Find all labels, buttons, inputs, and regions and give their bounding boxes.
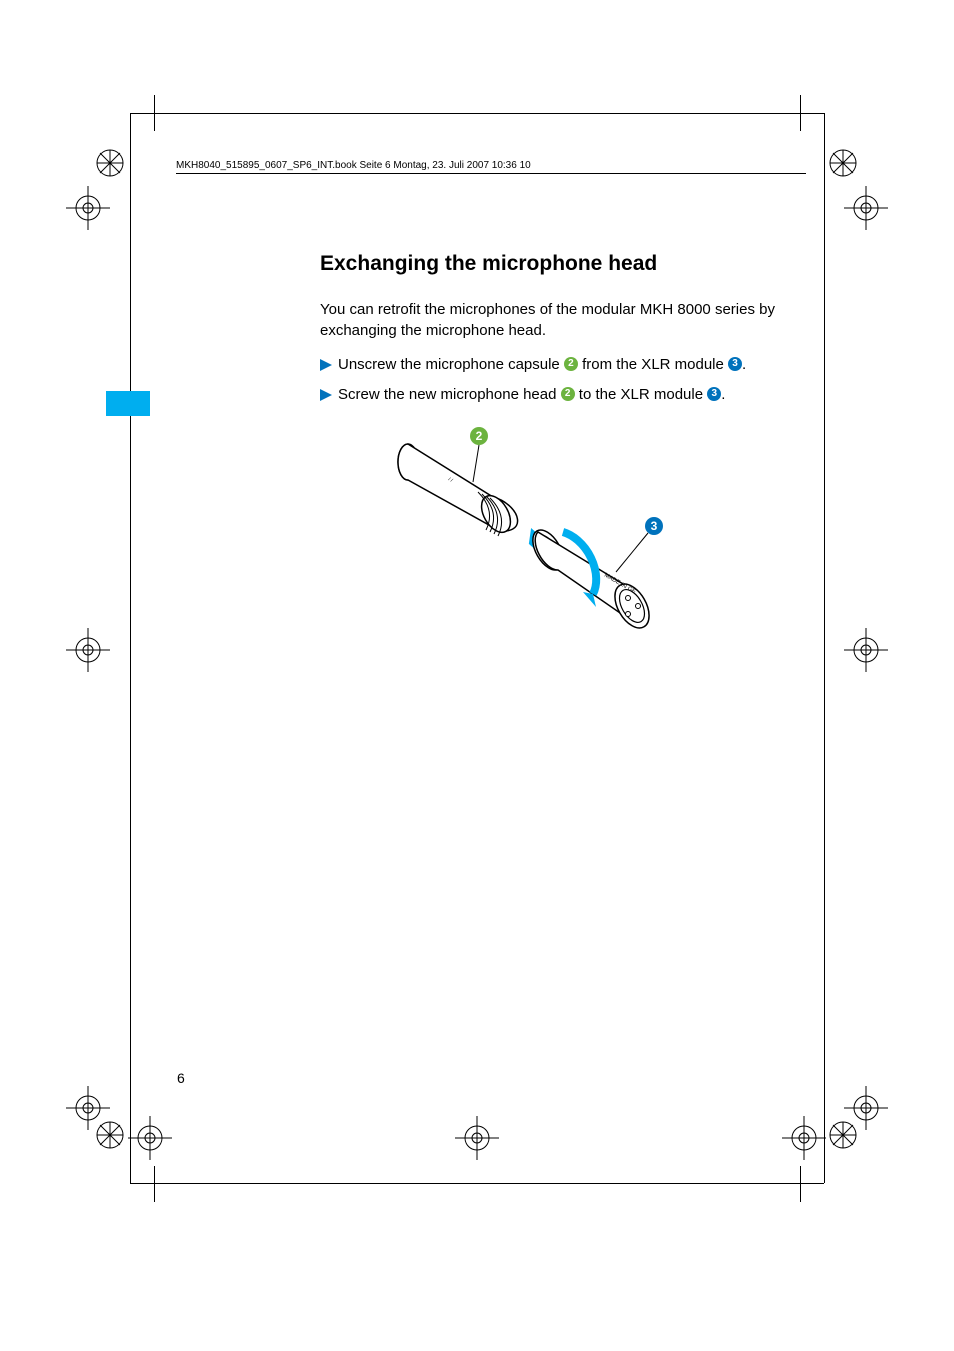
callout-badge: 3	[728, 357, 742, 371]
registration-mark-icon	[836, 178, 896, 238]
svg-text:2: 2	[476, 429, 483, 443]
registration-mark-icon	[836, 1078, 896, 1138]
xlr-module-illustration: MADE IN GE	[527, 525, 657, 634]
star-mark-icon	[828, 148, 858, 178]
arrow-bullet-icon	[320, 389, 332, 401]
instruction-step: Unscrew the microphone capsule 2 from th…	[320, 355, 775, 375]
callout-badge: 2	[561, 387, 575, 401]
content-column: Exchanging the microphone head You can r…	[320, 250, 775, 415]
callout-badge: 2	[564, 357, 578, 371]
header-rule	[176, 173, 806, 174]
crop-tick	[154, 95, 155, 131]
section-heading: Exchanging the microphone head	[320, 250, 775, 278]
registration-mark-icon	[447, 1108, 507, 1168]
page-header: MKH8040_515895_0607_SP6_INT.book Seite 6…	[176, 160, 806, 174]
page-number: 6	[177, 1070, 185, 1086]
trim-line	[130, 113, 824, 114]
registration-mark-icon	[120, 1108, 180, 1168]
crop-tick	[154, 1166, 155, 1202]
registration-mark-icon	[58, 620, 118, 680]
trim-line	[130, 113, 131, 1183]
step-text: Unscrew the microphone capsule 2 from th…	[338, 355, 775, 375]
step-text: Screw the new microphone head 2 to the X…	[338, 385, 775, 405]
svg-text:3: 3	[651, 519, 658, 533]
trim-line	[130, 1183, 824, 1184]
section-tab	[106, 391, 150, 416]
instruction-step: Screw the new microphone head 2 to the X…	[320, 385, 775, 405]
header-filename: MKH8040_515895_0607_SP6_INT.book Seite 6…	[176, 160, 806, 173]
figure-callout-3: 3	[616, 517, 663, 572]
registration-mark-icon	[58, 178, 118, 238]
microphone-figure: / / 2	[378, 412, 678, 642]
star-mark-icon	[95, 148, 125, 178]
registration-mark-icon	[58, 1078, 118, 1138]
figure-callout-2: 2	[470, 427, 488, 482]
intro-paragraph: You can retrofit the microphones of the …	[320, 300, 775, 341]
crop-tick	[800, 1166, 801, 1202]
callout-badge: 3	[707, 387, 721, 401]
registration-mark-icon	[836, 620, 896, 680]
crop-tick	[800, 95, 801, 131]
microphone-capsule-illustration: / /	[398, 444, 518, 537]
arrow-bullet-icon	[320, 359, 332, 371]
trim-line	[824, 113, 825, 1183]
registration-mark-icon	[774, 1108, 834, 1168]
